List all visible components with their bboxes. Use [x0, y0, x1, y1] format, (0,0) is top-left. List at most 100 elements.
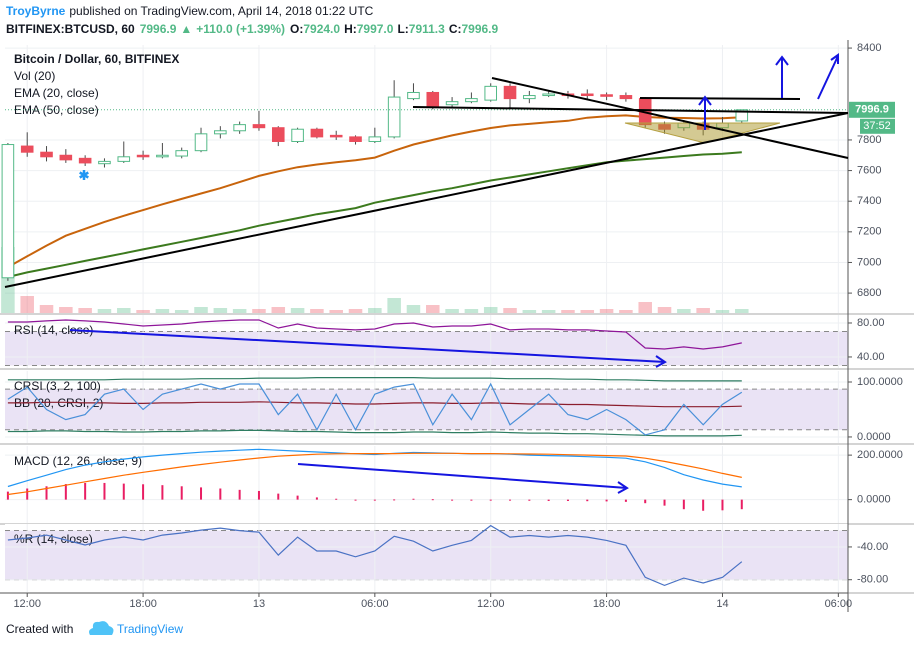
- volume-bar: [348, 309, 363, 313]
- y-tick-label: 200.0000: [857, 449, 903, 461]
- panel: [5, 45, 848, 313]
- l-label: L:: [397, 22, 408, 36]
- candle-body: [329, 134, 343, 138]
- histogram-bar: [431, 499, 434, 501]
- indicator-line: [7, 452, 742, 496]
- volume-bar: [619, 310, 633, 313]
- author[interactable]: TroyByrne: [6, 4, 66, 18]
- footer-brand[interactable]: TradingView: [117, 622, 183, 636]
- candle-body: [387, 96, 401, 138]
- candle-body: [542, 93, 555, 97]
- volume-bar: [580, 310, 595, 313]
- y-tick-label: 6800: [857, 287, 881, 299]
- candle-body: [233, 124, 246, 132]
- x-tick-label: 18:00: [129, 598, 157, 610]
- volume-bar: [445, 309, 459, 313]
- panel: [5, 315, 848, 368]
- price: 7996.9: [140, 22, 177, 36]
- volume-bar: [290, 308, 305, 313]
- histogram-bar: [296, 495, 299, 500]
- volume-bar: [464, 309, 479, 313]
- histogram-bar: [315, 497, 318, 500]
- panel-title: Bitcoin / Dollar, 60, BITFINEX: [14, 52, 179, 66]
- histogram-bar: [84, 482, 87, 500]
- footer-created: Created with: [6, 622, 73, 636]
- x-tick-label: 14: [716, 598, 728, 610]
- panel-title: MACD (12, 26, close, 9): [14, 454, 142, 468]
- arrow: [817, 53, 839, 100]
- arrow: ▲: [180, 22, 192, 36]
- arrow: [297, 463, 629, 494]
- volume-bar: [59, 307, 73, 313]
- candle-body: [271, 127, 285, 142]
- trend-line: [491, 77, 849, 159]
- histogram-bar: [528, 499, 531, 501]
- histogram-bar: [682, 499, 685, 510]
- volume-bar: [155, 309, 170, 313]
- band-fill: [5, 530, 848, 580]
- o: 7924.0: [303, 22, 340, 36]
- volume-bar: [20, 296, 34, 313]
- last-price-box: [849, 101, 895, 118]
- published: published on TradingView.com, April 14, …: [69, 4, 373, 18]
- x-tick-label: 18:00: [593, 598, 621, 610]
- histogram-bar: [412, 498, 415, 500]
- indicator-line: [7, 319, 742, 350]
- candle-body: [1, 144, 15, 279]
- candle-body: [117, 156, 131, 162]
- candle-body: [426, 91, 440, 107]
- volume-bar: [522, 310, 537, 313]
- l: 7911.3: [409, 22, 445, 36]
- y-tick-label: -40.00: [857, 541, 888, 553]
- candle-body: [600, 94, 613, 97]
- y-tick-label: 7200: [857, 226, 881, 238]
- candle-body: [503, 85, 517, 100]
- histogram-bar: [335, 498, 338, 500]
- candle-body: [619, 95, 633, 100]
- volume-bar: [97, 309, 112, 313]
- candle-body: [20, 145, 34, 153]
- volume-bar: [252, 309, 266, 313]
- indicator-line: [7, 448, 742, 488]
- countdown-label: 37:52: [863, 120, 891, 132]
- volume-bar: [696, 308, 710, 313]
- candle-body: [59, 154, 73, 161]
- histogram-bar: [624, 499, 627, 502]
- histogram-bar: [6, 491, 9, 500]
- y-tick-label: 80.00: [857, 317, 885, 329]
- volume-bar: [39, 305, 54, 313]
- triangle-drawing: [624, 122, 781, 144]
- h-label: H:: [344, 22, 357, 36]
- histogram-bar: [45, 486, 48, 500]
- candle-body: [156, 154, 169, 158]
- volume-bar: [715, 310, 730, 313]
- volume-bar: [78, 308, 92, 313]
- volume-bar: [677, 309, 691, 313]
- volume-bar: [136, 310, 150, 313]
- x-tick-label: 12:00: [13, 598, 41, 610]
- c-label: C:: [449, 22, 462, 36]
- panel-title: CRSI (3, 2, 100): [14, 379, 101, 393]
- bb-lower: [7, 429, 742, 437]
- volume-bar: [387, 298, 401, 313]
- change: +110.0 (+1.39%): [196, 22, 285, 36]
- bb-legend: BB (20, CRSI, 2): [14, 396, 103, 410]
- candle-body: [214, 130, 227, 135]
- last-price-label: 7996.9: [855, 104, 889, 116]
- histogram-bar: [547, 499, 550, 501]
- candle-body: [136, 154, 150, 158]
- candle-body: [735, 109, 749, 122]
- volume-bar: [483, 307, 498, 313]
- y-tick-label: -80.00: [857, 574, 888, 586]
- x-tick-label: 12:00: [477, 598, 505, 610]
- header-line-2: BITFINEX:BTCUSD, 60 7996.9 ▲ +110.0 (+1.39%…: [6, 22, 499, 36]
- ema-line: [7, 114, 742, 268]
- asterisk-marker: [79, 170, 89, 180]
- volume-bar: [561, 310, 575, 313]
- histogram-bar: [605, 499, 608, 502]
- h: 7997.0: [357, 22, 394, 36]
- histogram-bar: [354, 499, 357, 501]
- candle-body: [291, 128, 304, 142]
- candle-body: [78, 157, 92, 164]
